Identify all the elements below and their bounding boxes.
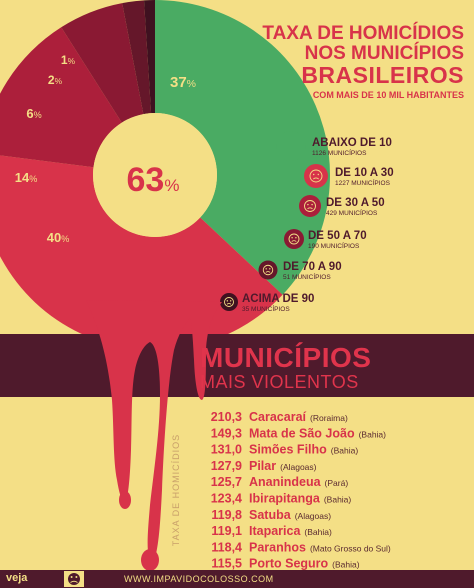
title-line-3: BRASILEIROS: [301, 62, 464, 88]
city-name: Satuba (Alagoas): [249, 508, 331, 522]
legend-swatch: [284, 229, 304, 249]
frown-face-icon: [288, 233, 300, 245]
donut-slice: [122, 0, 152, 115]
footer-url: WWW.IMPAVIDOCOLOSSO.COM: [124, 574, 274, 584]
legend-count: 429 MUNICÍPIOS: [326, 208, 378, 217]
frown-face-icon: [309, 169, 323, 183]
slice-label: 2%: [48, 73, 63, 87]
table-row: 123,4 Ibirapitanga (Bahia): [211, 492, 352, 506]
footer-bar: [0, 570, 474, 588]
city-name: Simões Filho (Bahia): [249, 443, 358, 457]
rate-value: 149,3: [211, 426, 242, 440]
legend-label: DE 30 A 50: [326, 197, 385, 209]
legend-swatch: [299, 195, 321, 217]
frown-face-icon: [224, 297, 234, 307]
slice-label: 40%: [47, 230, 70, 245]
legend-count: 190 MUNICÍPIOS: [308, 241, 360, 250]
slice-label: 37%: [170, 74, 196, 91]
table-row: 119,8 Satuba (Alagoas): [211, 508, 331, 522]
rate-value: 115,5: [211, 557, 242, 571]
rate-value: 127,9: [211, 459, 242, 473]
city-name: Ananindeua (Pará): [249, 475, 348, 489]
legend-swatch: [304, 164, 328, 188]
legend-count: 1126 MUNICÍPIOS: [312, 148, 367, 157]
city-name: Itaparica (Bahia): [249, 524, 332, 538]
legend-swatch: [276, 131, 306, 161]
title-line-1: TAXA DE HOMICÍDIOS: [262, 23, 464, 44]
legend-swatch: [220, 293, 238, 311]
legend-count: 1227 MUNICÍPIOS: [335, 178, 391, 187]
ranking-banner: [0, 334, 474, 397]
table-row: 210,3 Caracaraí (Roraima): [211, 410, 348, 424]
frown-face-icon: [64, 571, 84, 587]
legend-label: ABAIXO DE 10: [312, 137, 392, 149]
legend-swatch: [258, 260, 278, 280]
title-line-2: NOS MUNICÍPIOS: [304, 43, 464, 64]
rate-value: 210,3: [211, 410, 242, 424]
table-row: 127,9 Pilar (Alagoas): [211, 459, 317, 473]
legend-label: DE 50 A 70: [308, 230, 367, 242]
legend-label: DE 70 A 90: [283, 261, 342, 273]
subtitle: COM MAIS DE 10 MIL HABITANTES: [312, 90, 464, 100]
rate-value: 118,4: [211, 540, 242, 554]
donut-slice: [144, 0, 155, 114]
rate-value: 131,0: [211, 443, 242, 457]
slice-label: 14%: [15, 170, 38, 185]
city-name: Mata de São João (Bahia): [249, 426, 386, 440]
drip-shape: [86, 300, 222, 565]
ranking-subtitle: MAIS VIOLENTOS: [200, 372, 359, 392]
city-name: Ibirapitanga (Bahia): [249, 492, 351, 506]
city-name: Porto Seguro (Bahia): [249, 557, 360, 571]
donut-slice: [0, 27, 122, 168]
drip-drop: [141, 549, 159, 571]
city-name: Caracaraí (Roraima): [249, 410, 348, 424]
rate-value: 125,7: [211, 475, 242, 489]
center-percent: 63%: [127, 161, 180, 199]
drip-drop: [119, 491, 131, 509]
donut-hole: [93, 113, 217, 237]
table-row: 149,3 Mata de São João (Bahia): [211, 426, 386, 440]
donut-slice: [0, 155, 283, 351]
donut-slice: [155, 0, 330, 295]
frown-face-icon: [304, 200, 316, 212]
table-row: 118,4 Paranhos (Mato Grosso do Sul): [211, 540, 391, 554]
rate-value: 119,8: [211, 508, 242, 522]
donut-slice: [61, 3, 144, 123]
legend-label: ACIMA DE 90: [242, 293, 314, 305]
table-row: 125,7 Ananindeua (Pará): [211, 475, 349, 489]
frown-face-icon: [262, 264, 274, 276]
table-row: 119,1 Itaparica (Bahia): [211, 524, 332, 538]
slice-label: 6%: [26, 106, 41, 121]
rate-value: 119,1: [211, 524, 242, 538]
legend-count: 35 MUNICÍPIOS: [242, 304, 290, 313]
ranking-title: MUNICÍPIOS: [200, 342, 372, 373]
footer-brand: veja: [6, 572, 28, 584]
legend-label: DE 10 A 30: [335, 167, 394, 179]
city-name: Paranhos (Mato Grosso do Sul): [249, 540, 391, 554]
legend-count: 51 MUNICÍPIOS: [283, 272, 331, 281]
slice-label: 1%: [61, 53, 76, 67]
table-row: 115,5 Porto Seguro (Bahia): [211, 557, 359, 571]
city-name: Pilar (Alagoas): [249, 459, 317, 473]
rate-value: 123,4: [211, 492, 242, 506]
table-row: 131,0 Simões Filho (Bahia): [211, 443, 359, 457]
